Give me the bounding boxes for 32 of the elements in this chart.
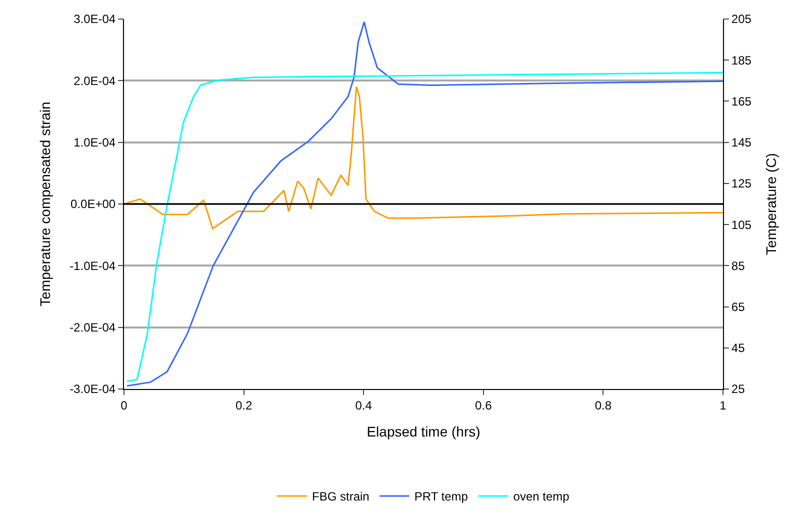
y-tick-label: 3.0E-04: [74, 12, 116, 26]
y-tick-label: -1.0E-04: [70, 258, 116, 273]
x-tick-label: 0.8: [594, 398, 612, 412]
x-tick-label: 0: [120, 398, 128, 412]
line-series: [126, 72, 723, 382]
y2-tick-label: 85: [731, 258, 746, 273]
y2-tick-label: 25: [731, 382, 746, 396]
legend-label: oven temp: [513, 490, 570, 504]
x-tick-label: 0.2: [235, 398, 252, 412]
y2-tick-label: 165: [731, 94, 752, 108]
x-tick-label: 1: [720, 398, 727, 412]
y2-tick-label: 125: [731, 176, 752, 191]
line-series: [124, 86, 723, 230]
y2-axis-title: Temperature (C): [763, 153, 780, 255]
y2-tick-label: 185: [731, 53, 752, 68]
y2-tick-label: 145: [731, 136, 752, 150]
y2-tick-label: 205: [731, 12, 752, 26]
x-tick-label: 0.6: [475, 398, 492, 412]
y-tick-label: 1.0E-04: [74, 136, 116, 150]
y-tick-label: 2.0E-04: [74, 74, 116, 88]
y-axis-title: Temperature compensated strain: [37, 102, 54, 306]
y2-tick-label: 45: [731, 341, 746, 356]
y2-tick-label: 65: [731, 300, 746, 314]
legend-label: FBG strain: [312, 490, 370, 504]
y-tick-label: -3.0E-04: [70, 382, 116, 396]
x-axis-title: Elapsed time (hrs): [366, 424, 480, 440]
x-tick-label: 0.4: [355, 398, 372, 412]
legend-label: PRT temp: [414, 490, 468, 504]
y2-tick-label: 105: [731, 218, 752, 232]
y-tick-label: -2.0E-04: [70, 320, 116, 335]
y-tick-label: 0.0E+00: [70, 197, 116, 212]
line-series: [126, 21, 723, 387]
